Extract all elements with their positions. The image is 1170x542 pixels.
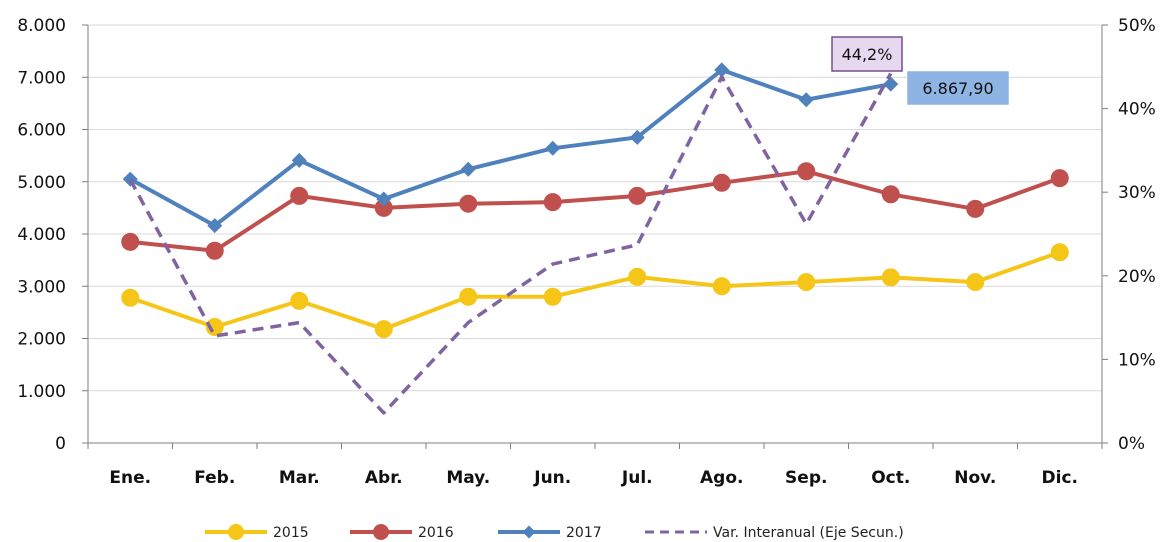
data-point-2017: [122, 171, 138, 187]
data-point-2017: [629, 129, 645, 145]
series-line-2015: [129, 250, 1061, 332]
data-point-2016: [628, 186, 647, 205]
left-axis-tick-label: 0: [55, 434, 66, 454]
data-point-2017: [460, 161, 476, 177]
legend-entry-label: 2015: [273, 525, 309, 541]
x-axis-category-label: Jun.: [533, 468, 571, 488]
data-point-2016: [459, 194, 478, 213]
right-axis-tick-label: 30%: [1118, 183, 1156, 203]
legend-swatch-marker: [373, 524, 389, 540]
x-axis-category-label: May.: [446, 468, 490, 488]
series-line-2016: [130, 169, 1061, 253]
data-point-2016: [966, 199, 985, 218]
data-point-2017: [883, 76, 899, 92]
data-point-2015: [121, 288, 140, 307]
legend-entry-label: 2017: [566, 525, 602, 541]
data-point-2016: [205, 241, 224, 260]
data-point-2016: [1050, 169, 1069, 188]
left-axis-tick-label: 5.000: [17, 173, 66, 193]
left-axis-tick-label: 7.000: [17, 68, 66, 88]
data-point-2016: [881, 185, 900, 204]
data-point-2015: [1050, 243, 1069, 262]
data-point-2015: [290, 291, 309, 310]
data-point-2016: [543, 193, 562, 212]
left-axis-tick-label: 2.000: [17, 330, 66, 350]
right-axis-tick-label: 0%: [1118, 434, 1145, 454]
x-axis-category-label: Mar.: [279, 468, 320, 488]
x-axis-category-label: Oct.: [871, 468, 910, 488]
series-lines: [121, 62, 1069, 415]
right-axis-tick-label: 50%: [1118, 16, 1156, 36]
legend-entry-label: Var. Interanual (Eje Secun.): [713, 525, 904, 541]
left-axis-tick-label: 3.000: [17, 277, 66, 297]
x-axis-category-label: Nov.: [954, 468, 996, 488]
data-point-2016: [797, 162, 816, 181]
right-axis-tick-label: 40%: [1118, 100, 1156, 120]
x-axis-category-label: Ago.: [700, 468, 743, 488]
annotation-box: [907, 71, 1009, 105]
right-axis-tick-label: 20%: [1118, 267, 1156, 287]
left-axis-tick-label: 8.000: [17, 16, 66, 36]
legend: 2015 2016 2017 Var. Interanual (Eje Secun.): [205, 524, 904, 541]
data-point-2015: [374, 320, 393, 339]
data-point-2016: [712, 173, 731, 192]
annotation-box: [831, 36, 903, 72]
data-point-2015: [712, 277, 731, 296]
axes: 0 1.000 2.000 3.000 4.000 5.000 6.000 7.000 8.00…: [17, 16, 1155, 488]
x-axis-category-label: Feb.: [194, 468, 235, 488]
left-axis-tick-label: 6.000: [17, 121, 66, 141]
data-point-2015: [543, 287, 562, 306]
data-point-2015: [628, 267, 647, 286]
x-axis-category-label: Dic.: [1042, 468, 1078, 488]
data-point-2017: [714, 62, 730, 78]
annotations: 44,2% 6.867,90: [831, 36, 1009, 105]
data-point-2016: [121, 232, 140, 251]
data-point-2017: [798, 92, 814, 108]
left-axis-tick-label: 1.000: [17, 382, 66, 402]
data-point-2017: [545, 140, 561, 156]
left-axis-tick-label: 4.000: [17, 225, 66, 245]
x-axis-category-label: Sep.: [785, 468, 827, 488]
data-point-2017: [376, 191, 392, 207]
x-axis-category-label: Jul.: [621, 468, 653, 488]
data-point-2015: [881, 268, 900, 287]
series-line-2017: [129, 67, 892, 228]
legend-entry-label: 2016: [418, 525, 454, 541]
legend-swatch-marker: [228, 524, 244, 540]
data-point-2016: [290, 186, 309, 205]
data-point-2017: [207, 218, 223, 234]
legend-swatch-marker: [522, 525, 536, 539]
right-axis-tick-label: 10%: [1118, 350, 1156, 370]
x-axis-category-label: Ene.: [109, 468, 151, 488]
annotation-label: 44,2%: [842, 45, 893, 64]
x-axis-category-label: Abr.: [365, 468, 403, 488]
data-point-2017: [291, 152, 307, 168]
data-point-2015: [459, 287, 478, 306]
data-point-2015: [966, 273, 985, 292]
annotation-label: 6.867,90: [922, 79, 993, 98]
data-point-2015: [797, 273, 816, 292]
series-line-Var. Interanual (Eje Secun.): [128, 72, 893, 415]
